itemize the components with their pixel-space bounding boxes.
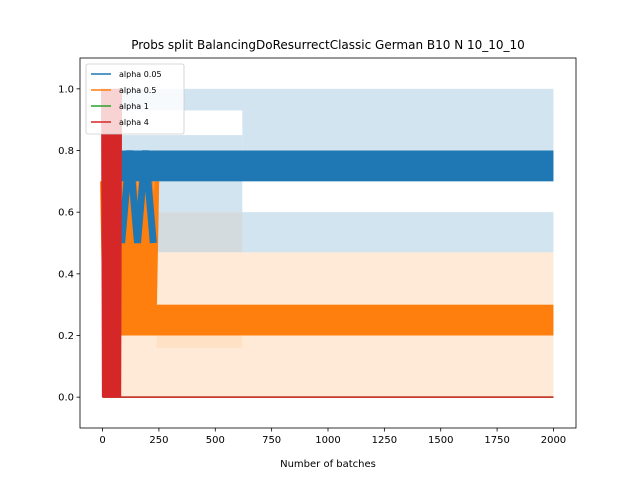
y-tick-label: 0.6 — [58, 208, 74, 219]
y-tick-label: 0.8 — [58, 146, 74, 157]
alpha-4-dense-region — [108, 212, 117, 398]
alpha-0.5-main-band — [120, 304, 554, 336]
alpha-0.5-band-1 — [242, 252, 554, 305]
alpha-0.05-band-3 — [113, 88, 554, 111]
x-tick-label: 1000 — [315, 435, 340, 446]
x-tick-label: 2000 — [541, 435, 566, 446]
alpha-0.05-band-2 — [156, 212, 554, 253]
plot-area — [100, 88, 554, 398]
y-tick-label: 0.2 — [58, 331, 74, 342]
legend-box — [85, 63, 185, 135]
legend: alpha 0.05 alpha 0.5 alpha 1 alpha 4 — [85, 63, 185, 135]
y-tick-label: 0.0 — [58, 393, 74, 404]
plot-frame — [79, 57, 577, 429]
x-tick-label: 750 — [262, 435, 281, 446]
alpha-0.5-band-2 — [120, 335, 554, 398]
legend-entry: alpha 4 — [119, 118, 149, 127]
alpha-0.05-main-band — [113, 150, 554, 182]
x-tick-label: 1250 — [372, 435, 397, 446]
plot-marks — [100, 88, 554, 398]
x-tick-label: 1750 — [484, 435, 509, 446]
y-tick-label: 1.0 — [58, 84, 74, 95]
x-tick-label: 250 — [149, 435, 168, 446]
legend-entry: alpha 0.5 — [119, 86, 156, 95]
chart-title: Probs split BalancingDoResurrectClassic … — [131, 38, 525, 52]
x-axis-label: Number of batches — [280, 459, 376, 470]
x-tick-label: 1500 — [428, 435, 453, 446]
legend-entry: alpha 1 — [119, 102, 149, 111]
x-tick-label: 0 — [99, 435, 105, 446]
axes-ticks: 0 250 500 750 1000 1250 1500 1750 2000 0.0 0.2 0.4 0… — [58, 84, 566, 446]
x-tick-label: 500 — [206, 435, 225, 446]
y-tick-label: 0.4 — [58, 269, 74, 280]
legend-entry: alpha 0.05 — [119, 70, 162, 79]
